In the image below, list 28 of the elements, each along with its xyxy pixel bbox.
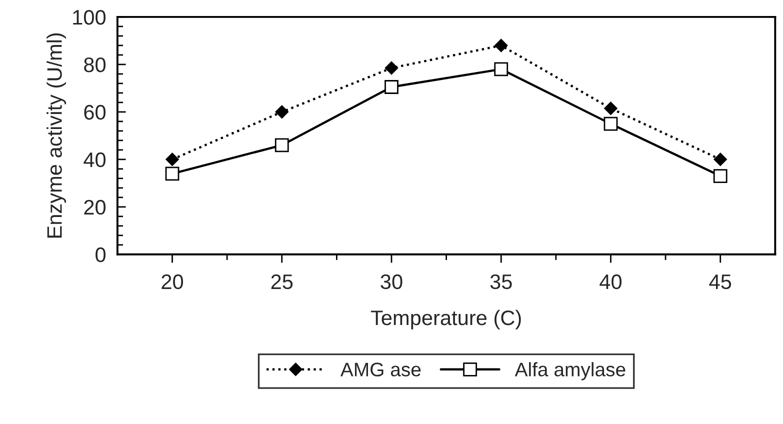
point [384, 61, 398, 75]
x-tick-label: 30 [380, 274, 402, 290]
x-axis-title: Temperature (C) [370, 310, 521, 330]
x-tick-label: 35 [490, 274, 512, 290]
point [165, 166, 180, 181]
y-tick-label: 20 [84, 200, 106, 215]
point [494, 38, 508, 52]
y-axis-title: Enzyme activity (U/ml) [46, 33, 66, 238]
point [384, 80, 398, 94]
point [274, 138, 289, 152]
legend-label: AMG ase [340, 362, 421, 376]
x-tick-label: 25 [271, 274, 293, 290]
point [494, 62, 508, 76]
y-tick-label: 80 [84, 57, 106, 72]
point [713, 169, 728, 183]
y-tick-label: 40 [84, 152, 106, 168]
point [714, 152, 727, 166]
point [604, 116, 618, 131]
point [166, 152, 179, 166]
legend-label: Alfa amylase [514, 362, 626, 380]
point [604, 102, 618, 115]
y-tick-label: 60 [84, 104, 106, 120]
point [275, 105, 288, 119]
y-tick-label: 100 [73, 10, 106, 25]
x-tick-label: 20 [162, 274, 184, 290]
x-tick-label: 40 [600, 274, 622, 290]
x-tick-label: 45 [709, 274, 732, 290]
y-tick-label: 0 [96, 247, 106, 262]
